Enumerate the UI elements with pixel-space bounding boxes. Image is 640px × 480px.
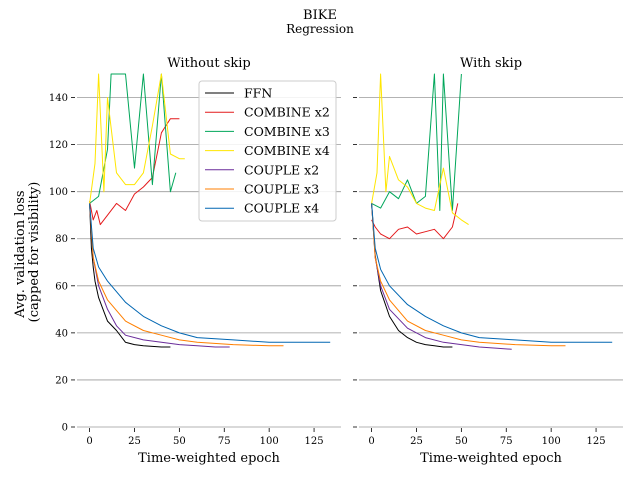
y-tick-label: 140 bbox=[49, 93, 68, 104]
series-line-combine-x2 bbox=[371, 203, 459, 240]
legend-label-combine-x2: COMBINE x2 bbox=[244, 105, 330, 120]
y-axis-label-line1: Avg. validation loss bbox=[13, 190, 28, 318]
series-line-couple-x3 bbox=[89, 203, 284, 347]
series-group bbox=[89, 73, 331, 348]
y-tick-label: 100 bbox=[49, 187, 68, 198]
series-line-couple-x2 bbox=[89, 203, 230, 348]
panel-title: With skip bbox=[460, 56, 522, 71]
x-tick-label: 100 bbox=[260, 436, 279, 447]
series-line-ffn bbox=[89, 203, 171, 348]
x-axis-label: Time-weighted epoch bbox=[420, 451, 562, 466]
x-tick-label: 0 bbox=[86, 436, 92, 447]
series-line-couple-x2 bbox=[371, 203, 512, 350]
y-tick-label: 0 bbox=[62, 423, 68, 434]
legend-label-combine-x4: COMBINE x4 bbox=[244, 143, 330, 158]
legend-label-combine-x3: COMBINE x3 bbox=[244, 124, 330, 139]
series-line-combine-x3 bbox=[371, 73, 462, 211]
x-tick-label: 100 bbox=[542, 436, 561, 447]
x-tick-label: 0 bbox=[368, 436, 374, 447]
y-tick-label: 80 bbox=[55, 234, 68, 245]
series-line-combine-x4 bbox=[89, 73, 185, 204]
y-tick-label: 40 bbox=[55, 328, 68, 339]
series-line-combine-x2 bbox=[89, 118, 180, 226]
panel-without-skip: Without skip 0 20 40 60 80 100 120 140 0 25 50 75 1… bbox=[13, 56, 341, 466]
figure-title: BIKE bbox=[303, 8, 337, 23]
x-tick-label: 125 bbox=[587, 436, 606, 447]
series-line-couple-x4 bbox=[89, 203, 331, 343]
figure-subtitle: Regression bbox=[286, 22, 354, 36]
y-grid bbox=[359, 97, 623, 428]
series-line-couple-x4 bbox=[371, 203, 613, 343]
y-axis: 0 20 40 60 80 100 120 140 bbox=[49, 93, 75, 434]
panel-with-skip: With skip 0 25 50 75 100 125 Time-weighted ep… bbox=[353, 56, 623, 466]
y-axis-label: Avg. validation loss (capped for visibil… bbox=[13, 182, 42, 323]
series-group bbox=[371, 73, 613, 350]
series-line-combine-x3 bbox=[89, 73, 177, 204]
x-axis: 0 25 50 75 100 125 bbox=[86, 428, 324, 447]
y-tick-label: 120 bbox=[49, 140, 68, 151]
legend-box bbox=[198, 80, 337, 222]
legend-label-couple-x2: COUPLE x2 bbox=[244, 162, 319, 177]
x-tick-label: 50 bbox=[455, 436, 468, 447]
x-tick-label: 50 bbox=[173, 436, 186, 447]
series-line-couple-x3 bbox=[371, 203, 566, 347]
y-axis-label-line2: (capped for visibility) bbox=[27, 182, 42, 323]
legend: FFN COMBINE x2 COMBINE x3 COMBINE x4 COUPLE … bbox=[198, 80, 337, 222]
legend-label-couple-x4: COUPLE x4 bbox=[244, 201, 319, 216]
x-axis: 0 25 50 75 100 125 bbox=[368, 428, 606, 447]
legend-label-couple-x3: COUPLE x3 bbox=[244, 182, 319, 197]
panel-title: Without skip bbox=[167, 56, 250, 71]
y-axis bbox=[353, 97, 357, 428]
legend-label-ffn: FFN bbox=[244, 86, 272, 101]
y-tick-label: 20 bbox=[55, 375, 68, 386]
x-tick-label: 75 bbox=[500, 436, 513, 447]
y-tick-label: 60 bbox=[55, 281, 68, 292]
x-tick-label: 25 bbox=[128, 436, 141, 447]
x-tick-label: 125 bbox=[305, 436, 324, 447]
x-axis-label: Time-weighted epoch bbox=[138, 451, 280, 466]
x-tick-label: 25 bbox=[410, 436, 423, 447]
x-tick-label: 75 bbox=[218, 436, 231, 447]
series-line-combine-x4 bbox=[371, 73, 469, 226]
